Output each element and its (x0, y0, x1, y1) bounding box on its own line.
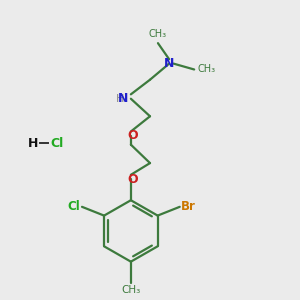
Text: CH₃: CH₃ (197, 64, 215, 74)
Text: Br: Br (181, 200, 196, 213)
Text: H: H (116, 94, 124, 104)
Text: O: O (127, 173, 138, 186)
Text: Cl: Cl (68, 200, 80, 213)
Text: N: N (118, 92, 128, 105)
Text: CH₃: CH₃ (121, 285, 140, 295)
Text: N: N (164, 57, 174, 70)
Text: Cl: Cl (50, 137, 63, 150)
Text: H: H (28, 137, 38, 150)
Text: O: O (127, 129, 138, 142)
Text: CH₃: CH₃ (149, 29, 167, 39)
